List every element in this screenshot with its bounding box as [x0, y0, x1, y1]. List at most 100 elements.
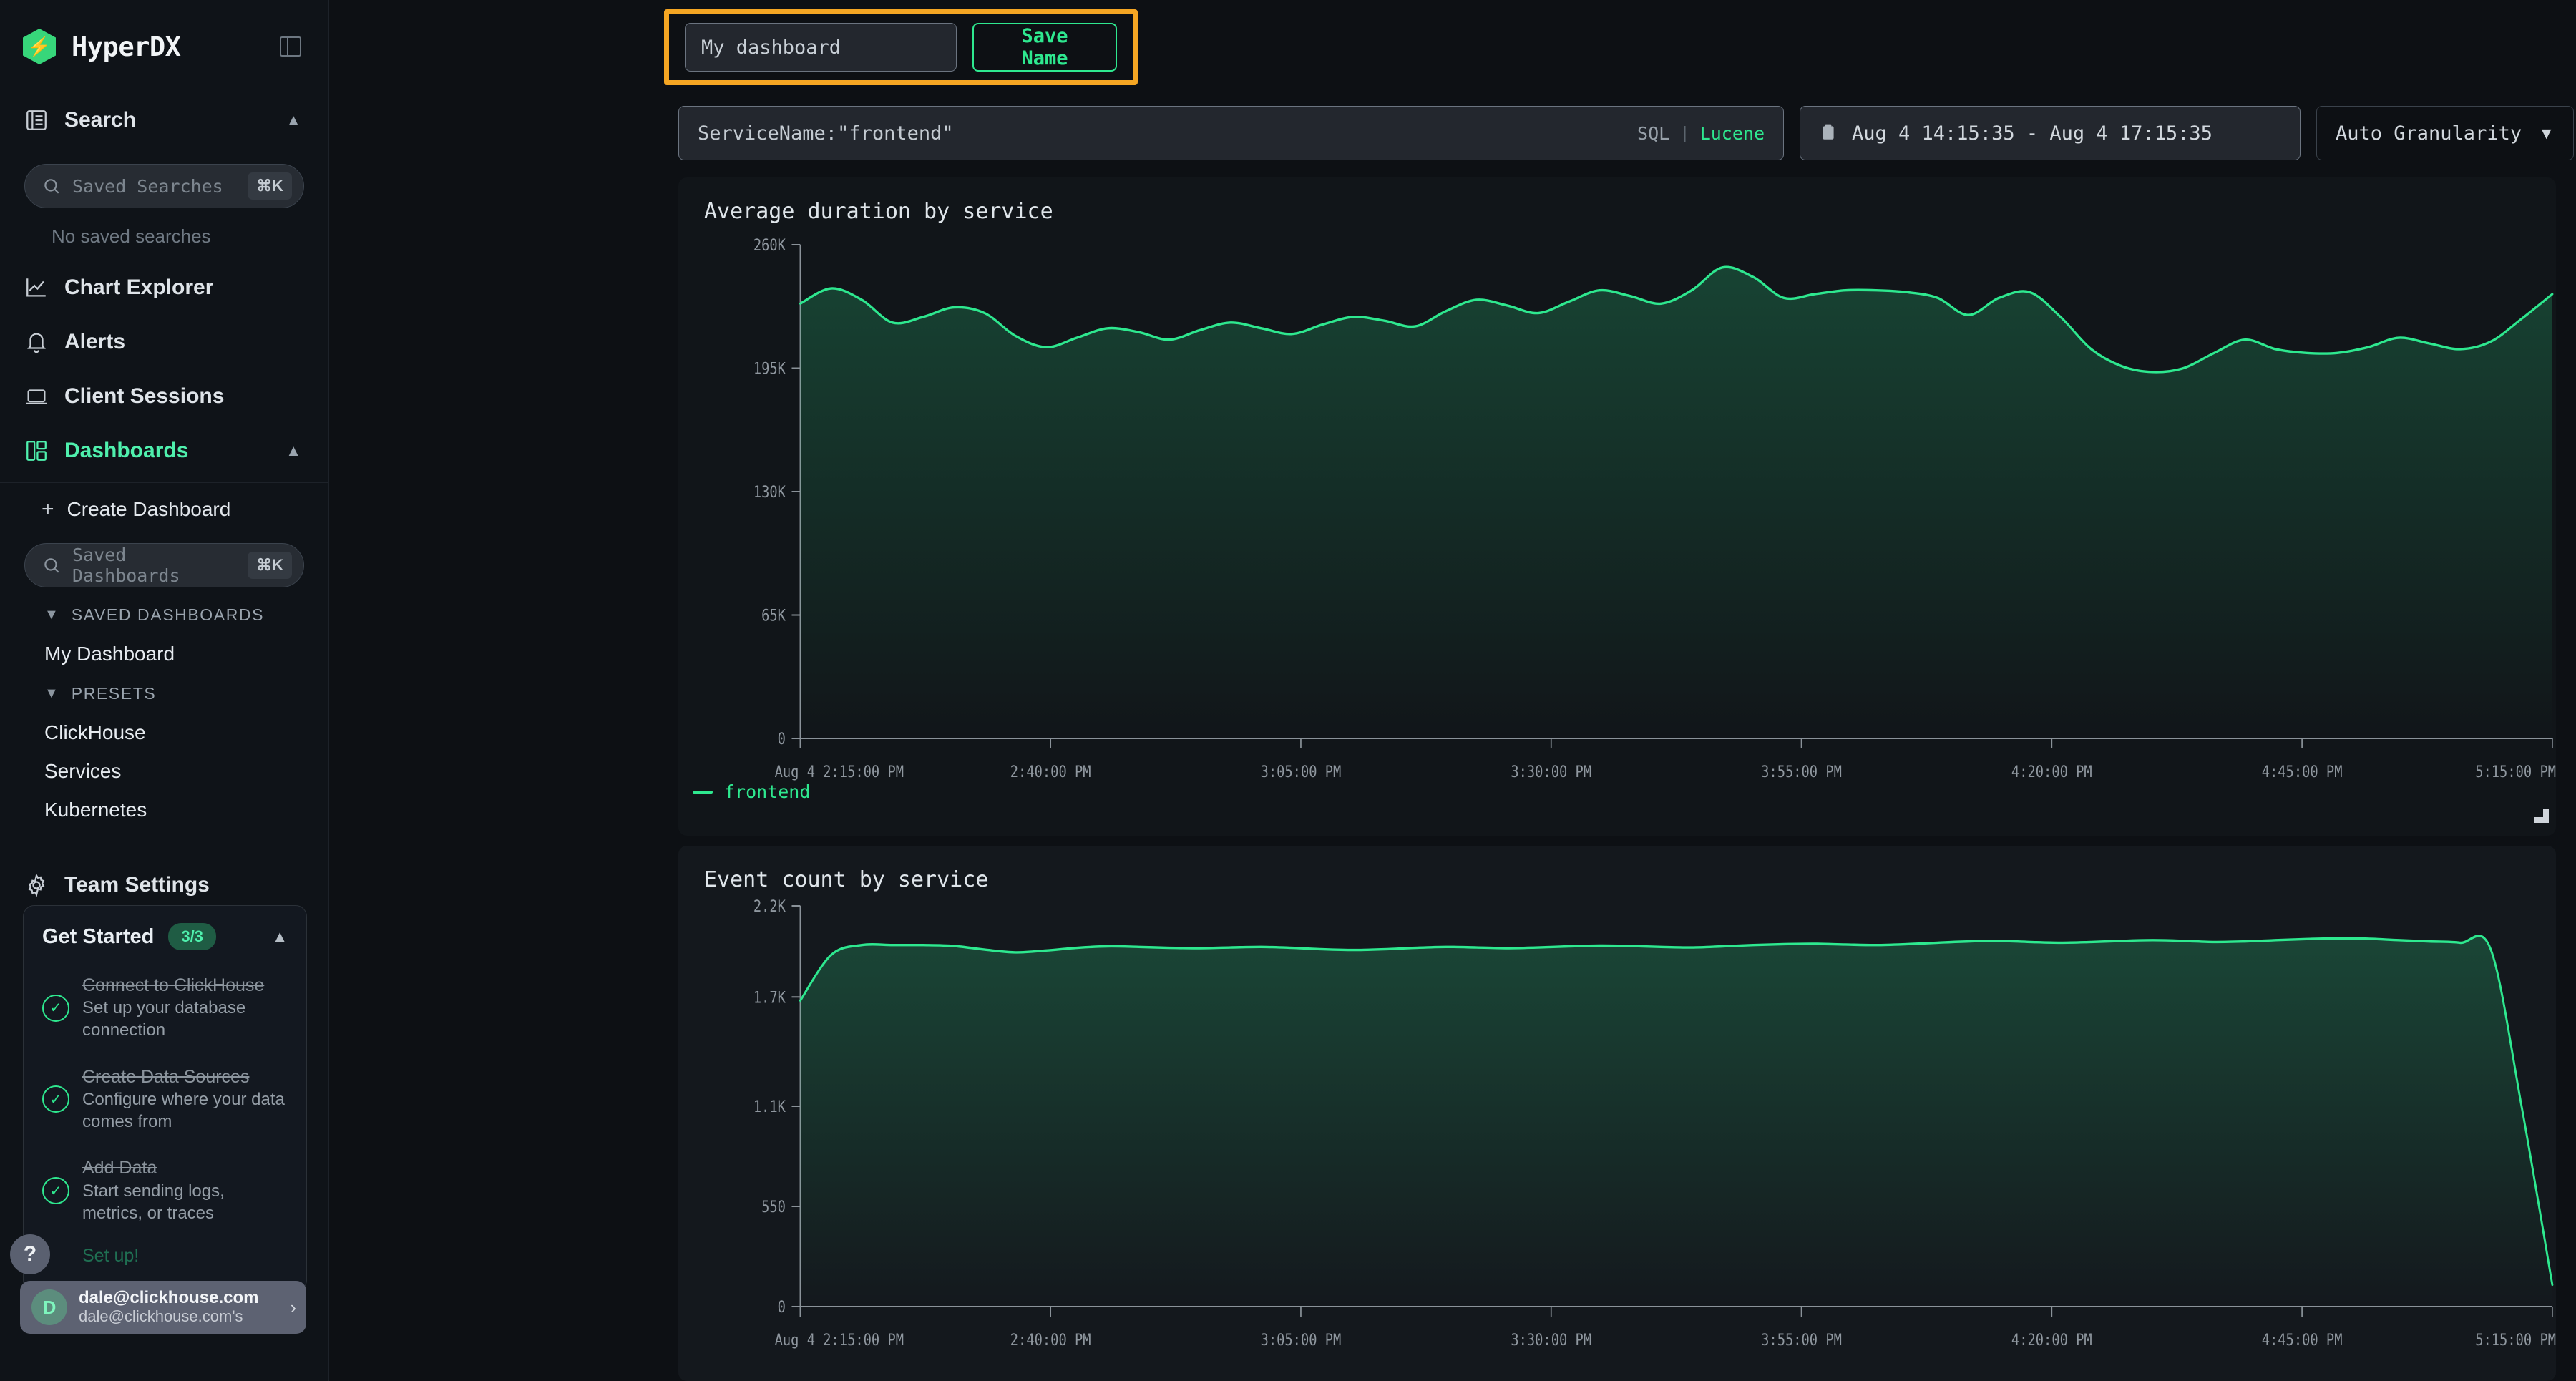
chart-panel-event-count: Event count by service 0 550 1.1K 1.7K 2.2K A…: [678, 846, 2556, 1381]
save-name-button[interactable]: Save Name: [972, 23, 1117, 72]
dashboard-grid-icon: [24, 439, 49, 463]
svg-text:Aug 4 2:15:00 PM: Aug 4 2:15:00 PM: [775, 1331, 904, 1350]
bell-icon: [24, 330, 49, 354]
svg-text:3:30:00 PM: 3:30:00 PM: [1511, 1331, 1591, 1350]
chevron-right-icon: ›: [290, 1296, 296, 1318]
query-text: ServiceName:"frontend": [698, 122, 954, 145]
granularity-select[interactable]: Auto Granularity ▼: [2316, 106, 2574, 160]
svg-text:5:15:00 PM: 5:15:00 PM: [2475, 763, 2556, 781]
sidebar-item-search-label: Search: [64, 108, 137, 132]
get-started-step[interactable]: ✓ Add Data Start sending logs, metrics, …: [42, 1157, 288, 1224]
user-subtitle: dale@clickhouse.com's: [79, 1307, 243, 1325]
search-icon: [42, 177, 61, 195]
search-icon: [42, 556, 61, 575]
granularity-value: Auto Granularity: [2336, 122, 2522, 145]
svg-text:5:15:00 PM: 5:15:00 PM: [2475, 1331, 2556, 1350]
dashboard-name-input[interactable]: [685, 23, 957, 72]
group-presets[interactable]: ▼ PRESETS: [0, 673, 328, 713]
saved-searches-placeholder: Saved Searches: [72, 175, 223, 197]
sidebar-item-services-label: Services: [44, 760, 122, 782]
mode-separator: |: [1682, 122, 1687, 143]
mode-lucene-button[interactable]: Lucene: [1699, 122, 1765, 144]
no-saved-searches-text: No saved searches: [52, 225, 211, 247]
brand[interactable]: ⚡ HyperDX: [23, 29, 181, 64]
chevron-up-icon[interactable]: ▲: [272, 927, 288, 945]
gear-icon: [24, 873, 49, 897]
create-dashboard-button[interactable]: + Create Dashboard: [0, 487, 328, 532]
sidebar-item-search[interactable]: Search ▲: [0, 93, 328, 147]
svg-text:65K: 65K: [761, 606, 786, 625]
sidebar-collapse-icon[interactable]: [280, 36, 301, 57]
svg-text:2.2K: 2.2K: [753, 897, 786, 916]
sidebar-item-my-dashboard[interactable]: My Dashboard: [0, 635, 328, 673]
chart-panel-average-duration: Average duration by service 0 65K 130K 195K…: [678, 177, 2556, 836]
brand-row: ⚡ HyperDX: [0, 0, 328, 93]
sidebar-item-dashboards[interactable]: Dashboards ▲: [0, 424, 328, 478]
panel-resize-handle[interactable]: [2533, 807, 2549, 823]
plus-icon: +: [42, 497, 54, 521]
svg-text:550: 550: [761, 1198, 786, 1216]
sidebar-item-clickhouse[interactable]: ClickHouse: [0, 713, 328, 752]
svg-text:3:55:00 PM: 3:55:00 PM: [1761, 1331, 1842, 1350]
get-started-header[interactable]: Get Started 3/3 ▲: [42, 923, 288, 950]
sidebar-item-alerts[interactable]: Alerts: [0, 315, 328, 369]
group-presets-label: PRESETS: [71, 683, 157, 703]
avatar: D: [31, 1289, 67, 1325]
sidebar-item-my-dashboard-label: My Dashboard: [44, 643, 175, 665]
svg-text:3:55:00 PM: 3:55:00 PM: [1761, 763, 1842, 781]
logo-bolt-glyph: ⚡: [27, 36, 52, 57]
sidebar-item-clickhouse-label: ClickHouse: [44, 721, 146, 743]
help-icon[interactable]: ?: [10, 1234, 50, 1274]
check-circle-icon: ✓: [42, 1085, 69, 1113]
user-account-card[interactable]: D dale@clickhouse.com dale@clickhouse.co…: [20, 1281, 306, 1334]
get-started-step[interactable]: ✓ Create Data Sources Configure where yo…: [42, 1066, 288, 1133]
svg-text:1.7K: 1.7K: [753, 988, 786, 1007]
svg-text:195K: 195K: [753, 359, 786, 378]
sidebar-item-team-settings[interactable]: Team Settings: [0, 858, 328, 912]
saved-dashboards-input[interactable]: Saved Dashboards ⌘K: [24, 543, 304, 587]
chevron-down-icon: ▼: [44, 685, 59, 701]
svg-text:4:20:00 PM: 4:20:00 PM: [2011, 763, 2092, 781]
svg-text:0: 0: [778, 730, 786, 748]
get-started-card: Get Started 3/3 ▲ ✓ Connect to ClickHous…: [23, 905, 307, 1292]
chevron-down-icon: ▼: [2538, 123, 2555, 142]
sidebar-item-chart-explorer[interactable]: Chart Explorer: [0, 260, 328, 315]
create-dashboard-label: Create Dashboard: [67, 498, 231, 520]
chart-plot-area[interactable]: 0 550 1.1K 1.7K 2.2K Aug 4 2:15:00 PM 2:40:00 …: [678, 896, 2556, 1368]
step-desc: Configure where your data comes from: [82, 1089, 285, 1132]
chevron-up-icon[interactable]: ▲: [286, 111, 301, 129]
group-saved-dashboards-label: SAVED DASHBOARDS: [71, 605, 265, 624]
hyperdx-logo-icon: ⚡: [23, 29, 56, 64]
sidebar-item-client-sessions[interactable]: Client Sessions: [0, 369, 328, 424]
get-started-title: Get Started: [42, 924, 155, 948]
list-icon: [24, 108, 49, 132]
chart-title: Average duration by service: [704, 199, 1053, 224]
chart-line-icon: [24, 275, 49, 300]
legend-label: frontend: [724, 781, 811, 802]
chart-legend[interactable]: frontend: [693, 781, 810, 802]
chart-plot-area[interactable]: 0 65K 130K 195K 260K Aug 4 2:15:00 PM 2:40:00 …: [678, 235, 2556, 800]
saved-dashboards-placeholder: Saved Dashboards: [72, 545, 180, 586]
saved-searches-input[interactable]: Saved Searches ⌘K: [24, 164, 304, 208]
svg-text:1.1K: 1.1K: [753, 1098, 786, 1116]
divider: [0, 482, 328, 483]
svg-text:2:40:00 PM: 2:40:00 PM: [1010, 1331, 1091, 1350]
sidebar-item-services[interactable]: Services: [0, 752, 328, 791]
date-range-picker[interactable]: Aug 4 14:15:35 - Aug 4 17:15:35: [1800, 106, 2301, 160]
sidebar-item-kubernetes-label: Kubernetes: [44, 799, 147, 821]
query-input[interactable]: ServiceName:"frontend" SQL | Lucene: [678, 106, 1784, 160]
group-saved-dashboards[interactable]: ▼ SAVED DASHBOARDS: [0, 595, 328, 635]
search-toolbar: ServiceName:"frontend" SQL | Lucene Aug …: [678, 106, 2574, 160]
chevron-down-icon: ▼: [44, 606, 59, 623]
chart-title: Event count by service: [704, 867, 989, 892]
step-title: Connect to ClickHouse: [82, 975, 265, 995]
svg-text:3:05:00 PM: 3:05:00 PM: [1261, 763, 1342, 781]
get-started-step[interactable]: ✓ Connect to ClickHouse Set up your data…: [42, 975, 288, 1042]
sidebar-item-kubernetes[interactable]: Kubernetes: [0, 791, 328, 829]
step-desc: Start sending logs, metrics, or traces: [82, 1181, 225, 1223]
svg-text:Aug 4 2:15:00 PM: Aug 4 2:15:00 PM: [775, 763, 904, 781]
date-range-text: Aug 4 14:15:35 - Aug 4 17:15:35: [1852, 122, 2212, 145]
mode-sql-button[interactable]: SQL: [1637, 122, 1670, 144]
sidebar-item-chart-explorer-label: Chart Explorer: [64, 275, 214, 299]
chevron-up-icon[interactable]: ▲: [286, 441, 301, 459]
